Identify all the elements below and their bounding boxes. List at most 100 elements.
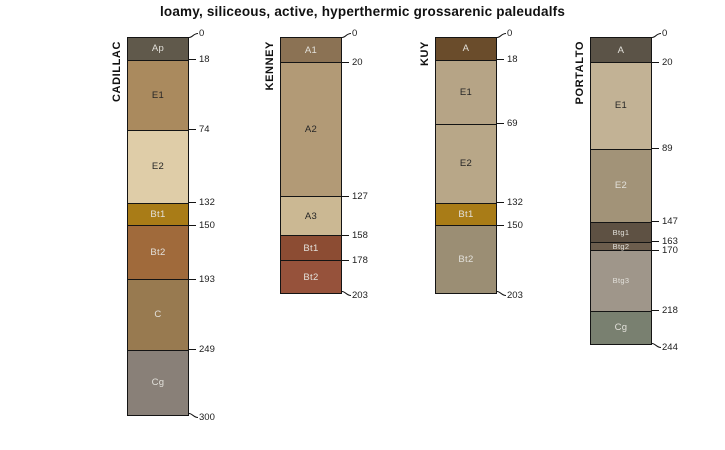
depth-label: 218: [662, 305, 678, 317]
horizon-label: Btg3: [612, 276, 630, 286]
depth-label: 20: [662, 56, 673, 68]
figure-title: loamy, siliceous, active, hyperthermic g…: [159, 4, 566, 19]
depth-label: 249: [199, 344, 215, 356]
horizon-label: Cg: [151, 377, 165, 389]
horizon-label: E1: [614, 100, 628, 112]
depth-label: 74: [199, 124, 210, 136]
depth-label: 18: [507, 54, 518, 66]
horizon-label: E2: [459, 158, 473, 170]
depth-label: 147: [662, 216, 678, 228]
depth-label: 158: [352, 229, 368, 241]
profile-name-text: KUY: [419, 41, 431, 67]
horizon-kenney-bt1: Bt1: [281, 236, 341, 262]
depth-tick: [189, 59, 196, 61]
depth-tick: [652, 221, 659, 223]
horizon-label: E2: [151, 161, 165, 173]
depth-label: 127: [352, 190, 368, 202]
horizon-cadillac-e1: E1: [128, 60, 188, 131]
depth-label: 163: [662, 236, 678, 248]
depth-label: 203: [352, 290, 368, 302]
depth-tick: [189, 413, 198, 419]
horizon-portalto-e1: E1: [591, 63, 651, 150]
horizon-kuy-bt2: Bt2: [436, 226, 496, 293]
depth-tick: [652, 342, 661, 348]
depth-label: 150: [507, 219, 523, 231]
horizon-label: Ap: [151, 43, 165, 55]
horizon-cadillac-bt2: Bt2: [128, 226, 188, 281]
depth-tick: [189, 32, 198, 38]
depth-tick: [497, 291, 506, 297]
depth-tick: [497, 202, 504, 204]
depth-label: 132: [199, 197, 215, 209]
depth-tick: [189, 129, 196, 131]
profile-name-text: PORTALTO: [574, 41, 586, 105]
horizon-label: A: [462, 43, 470, 55]
depth-tick: [342, 234, 349, 236]
depth-label: 0: [662, 28, 668, 39]
horizon-label: E1: [459, 86, 473, 98]
horizon-kenney-a2: A2: [281, 63, 341, 198]
horizon-portalto-e2: E2: [591, 149, 651, 223]
profile-name-text: CADILLAC: [111, 41, 123, 103]
depth-tick: [189, 349, 196, 351]
depth-label: 89: [662, 143, 673, 155]
horizon-portalto-cg: Cg: [591, 311, 651, 345]
depth-label: 132: [507, 197, 523, 209]
depth-label: 150: [199, 219, 215, 231]
horizon-kenney-bt2: Bt2: [281, 261, 341, 293]
depth-label: 0: [507, 28, 513, 39]
horizon-kuy-bt1: Bt1: [436, 203, 496, 227]
horizon-label: Btg2: [612, 241, 630, 251]
depth-label: 69: [507, 118, 518, 130]
depth-tick: [652, 32, 661, 38]
horizon-kuy-e2: E2: [436, 124, 496, 204]
horizon-cadillac-ap: Ap: [128, 38, 188, 61]
depth-label: 170: [662, 244, 678, 256]
horizon-label: E1: [151, 89, 165, 101]
horizon-kenney-a3: A3: [281, 197, 341, 237]
depth-label: 18: [199, 54, 210, 66]
depth-label: 193: [199, 273, 215, 285]
horizon-label: Bt2: [303, 271, 319, 283]
depth-tick: [189, 202, 196, 204]
horizon-portalto-btg1: Btg1: [591, 222, 651, 243]
horizon-label: Bt2: [150, 247, 166, 259]
depth-tick: [652, 249, 659, 251]
depth-label: 20: [352, 56, 363, 68]
depth-tick: [652, 148, 659, 150]
depth-label: 0: [352, 28, 358, 39]
horizon-label: E2: [614, 180, 628, 192]
horizon-label: A1: [304, 44, 318, 56]
horizon-label: A2: [304, 124, 318, 136]
depth-label: 0: [199, 28, 205, 39]
horizon-label: Btg1: [612, 227, 630, 237]
horizon-cadillac-c: C: [128, 280, 188, 351]
depth-tick: [652, 61, 659, 63]
soil-column-kenney: A1 A2 A3 Bt1 Bt2: [280, 37, 342, 294]
horizon-label: Bt1: [458, 208, 474, 220]
horizon-label: A3: [304, 210, 318, 222]
depth-tick: [497, 123, 504, 125]
profile-name-text: KENNEY: [264, 41, 276, 91]
depth-tick: [497, 59, 504, 61]
horizon-kuy-e1: E1: [436, 60, 496, 125]
depth-label: 244: [662, 341, 678, 353]
horizon-cadillac-cg: Cg: [128, 350, 188, 415]
depth-tick: [189, 278, 196, 280]
horizon-label: Cg: [614, 322, 628, 334]
horizon-label: Bt1: [303, 242, 319, 254]
depth-tick: [342, 61, 349, 63]
depth-tick: [342, 259, 349, 261]
soil-column-portalto: A E1 E2 Btg1 Btg2 Btg3 Cg: [590, 37, 652, 346]
horizon-label: C: [154, 309, 162, 321]
depth-tick: [652, 310, 659, 312]
horizon-portalto-btg2: Btg2: [591, 241, 651, 252]
depth-tick: [189, 224, 196, 226]
depth-tick: [342, 291, 351, 297]
soil-column-kuy: A E1 E2 Bt1 Bt2: [435, 37, 497, 294]
horizon-label: Bt1: [150, 208, 166, 220]
horizon-kuy-a: A: [436, 38, 496, 61]
depth-label: 178: [352, 254, 368, 266]
depth-tick: [342, 195, 349, 197]
